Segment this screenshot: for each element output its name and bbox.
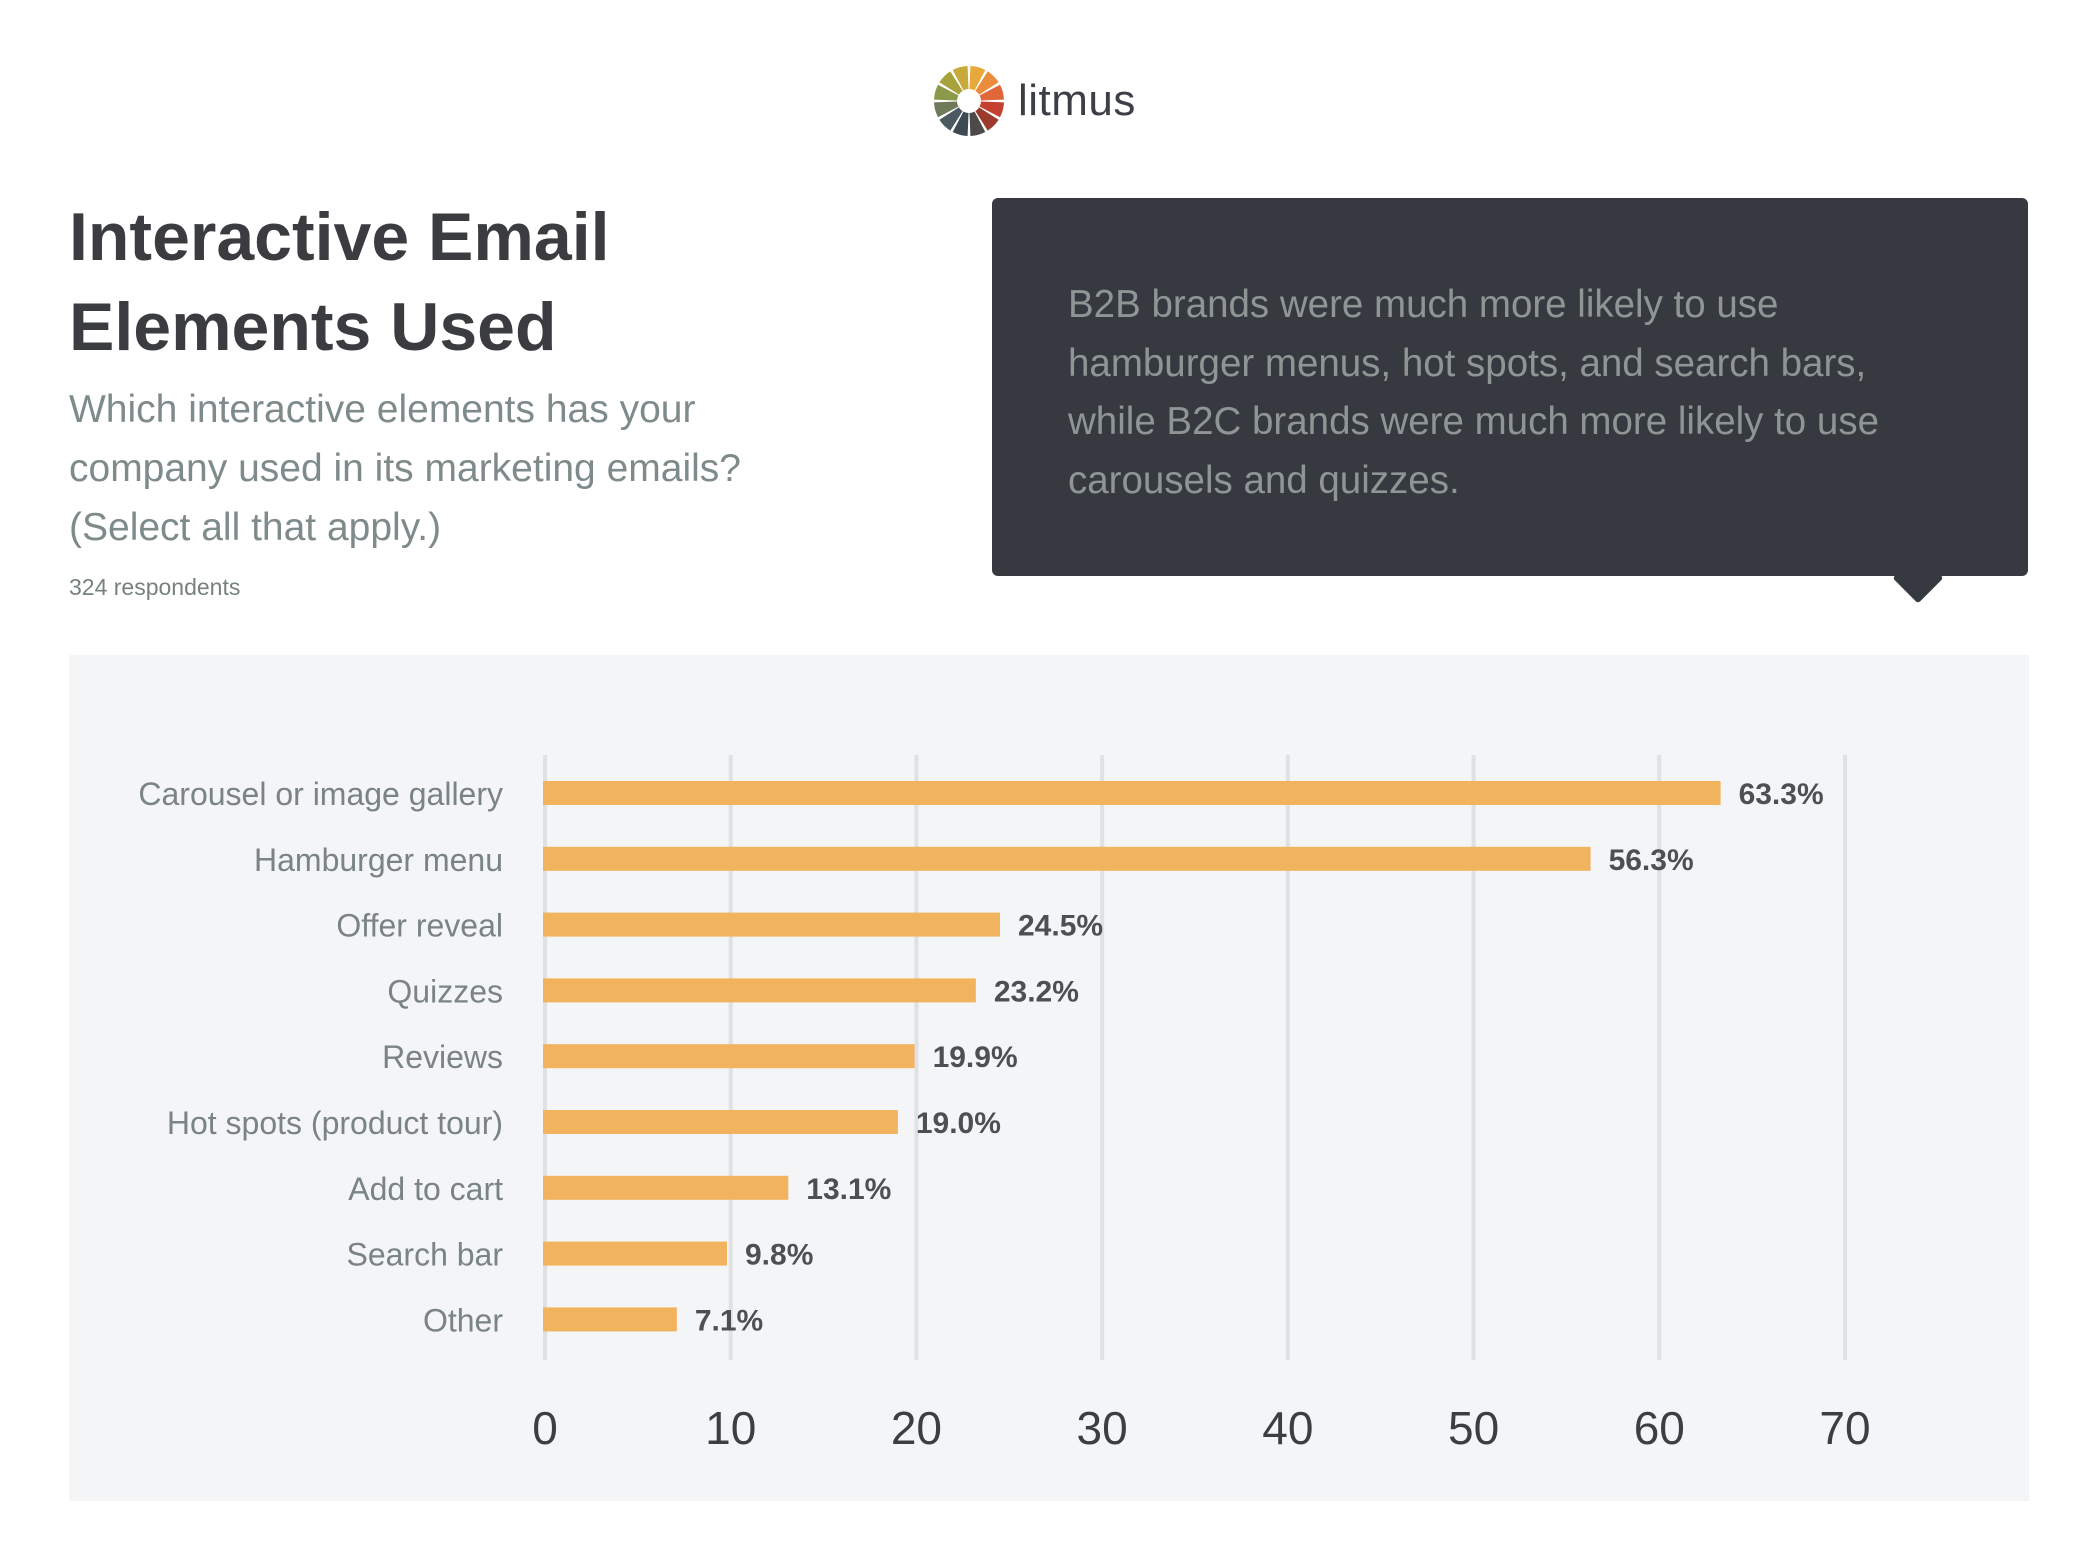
logo-wheel-segment [934,101,959,118]
value-label: 56.3% [1609,844,1694,877]
bar [543,1241,727,1266]
category-label: Add to cart [348,1171,503,1207]
logo-wheel-segment [979,101,1004,118]
value-label: 23.2% [994,975,1079,1008]
bar [543,846,1591,871]
x-tick-label: 20 [891,1402,942,1454]
bar [543,1307,677,1332]
x-tick-label: 10 [705,1402,756,1454]
bar [543,1044,915,1069]
logo-wheel-segment [975,107,999,131]
x-axis: 0 10 20 30 40 50 60 70 [532,1402,1870,1454]
bar [543,781,1721,805]
logo-wheel-segment [969,66,986,91]
category-label: Search bar [346,1237,503,1273]
bar [543,912,1000,937]
value-labels: 63.3% 56.3% 24.5% 23.2% 19.9% 19.0% 13.1% 9.8% 7… [695,778,1824,1337]
category-label: Offer reveal [336,908,503,944]
logo-wheel-segment [939,107,963,131]
insight-callout: B2B brands were much more likely to use … [992,198,2028,576]
logo-wheel-segment [979,84,1004,101]
x-tick-label: 0 [532,1402,558,1454]
value-label: 7.1% [695,1304,763,1337]
bars [543,781,1721,1332]
value-label: 9.8% [745,1239,813,1272]
logo-text: litmus [1018,76,1136,125]
category-label: Carousel or image gallery [138,776,503,812]
insight-text: B2B brands were much more likely to use … [1068,283,1879,502]
bar [543,978,976,1003]
bar [543,1175,789,1200]
chart-panel: 0 10 20 30 40 50 60 70 Carousel or image galler… [69,655,2029,1501]
logo-wheel-segment [952,111,969,136]
logo-wheel-segment [969,111,986,136]
logo-wheel-segment [934,84,959,101]
value-label: 19.0% [916,1107,1001,1140]
value-label: 24.5% [1018,910,1103,943]
logo-wheel-segment [952,66,969,91]
bar [543,1110,898,1134]
category-label: Hot spots (product tour) [167,1105,503,1141]
survey-question: Which interactive elements has your comp… [69,388,741,549]
value-label: 13.1% [806,1173,891,1206]
logo-wheel-segment [939,71,963,95]
x-tick-label: 40 [1262,1402,1313,1454]
value-label: 63.3% [1739,778,1824,811]
category-label: Reviews [382,1039,503,1075]
category-label: Quizzes [387,973,503,1009]
litmus-color-wheel-icon [934,66,1004,136]
bar-chart: 0 10 20 30 40 50 60 70 Carousel or image galler… [138,755,1871,1454]
litmus-logo: litmus [932,60,1136,142]
category-labels: Carousel or image gallery Hamburger menu O… [138,776,503,1338]
x-tick-label: 70 [1819,1402,1870,1454]
x-tick-label: 30 [1077,1402,1128,1454]
logo-wheel-segment [975,71,999,95]
page-title: Interactive Email Elements Used [69,199,610,365]
category-label: Hamburger menu [254,842,503,878]
x-tick-label: 60 [1634,1402,1685,1454]
category-label: Other [423,1302,503,1338]
x-tick-label: 50 [1448,1402,1499,1454]
value-label: 19.9% [933,1041,1018,1074]
respondent-count: 324 respondents [69,574,241,600]
